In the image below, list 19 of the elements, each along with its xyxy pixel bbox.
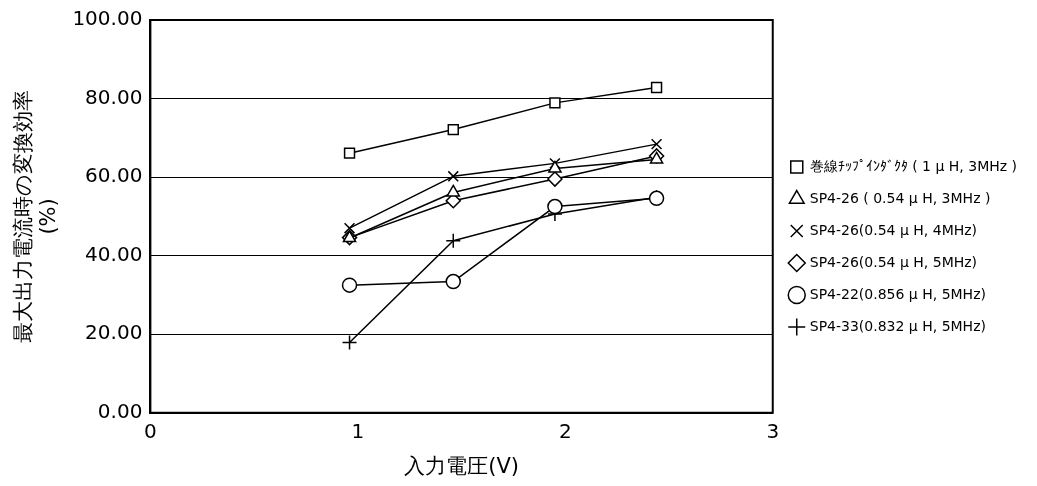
- legend-label: SP4-33(0.832 μ H, 5MHz): [809, 317, 986, 334]
- text: (%): [36, 198, 61, 235]
- y-tick-label: 0.00: [97, 399, 143, 423]
- y-tick-label: 80.00: [85, 84, 143, 109]
- x-tick-label: 0: [144, 419, 157, 443]
- legend-label: 巻線ﾁｯﾌﾟｲﾝﾀﾞｸﾀ ( 1 μ H, 3MHz ): [809, 157, 1018, 174]
- y-tick-label: 100.00: [72, 6, 143, 31]
- legend-label: SP4-26 ( 0.54 μ H, 3MHz ): [809, 189, 991, 206]
- text: 最大出力電流時の変換効率: [11, 89, 36, 343]
- legend-label: SP4-26(0.54 μ H, 4MHz): [809, 221, 978, 238]
- y-tick-label: 20.00: [85, 320, 143, 345]
- y-tick-label: 40.00: [85, 241, 143, 266]
- x-tick-label: 3: [766, 419, 780, 443]
- legend-label: SP4-26(0.54 μ H, 5MHz): [809, 253, 978, 270]
- y-tick-label: 60.00: [85, 163, 143, 188]
- x-axis-title: 入力電圧(V): [404, 453, 519, 478]
- x-tick-label: 2: [558, 419, 572, 443]
- x-tick-label: 1: [351, 419, 365, 443]
- legend-label: SP4-22(0.856 μ H, 5MHz): [809, 285, 986, 302]
